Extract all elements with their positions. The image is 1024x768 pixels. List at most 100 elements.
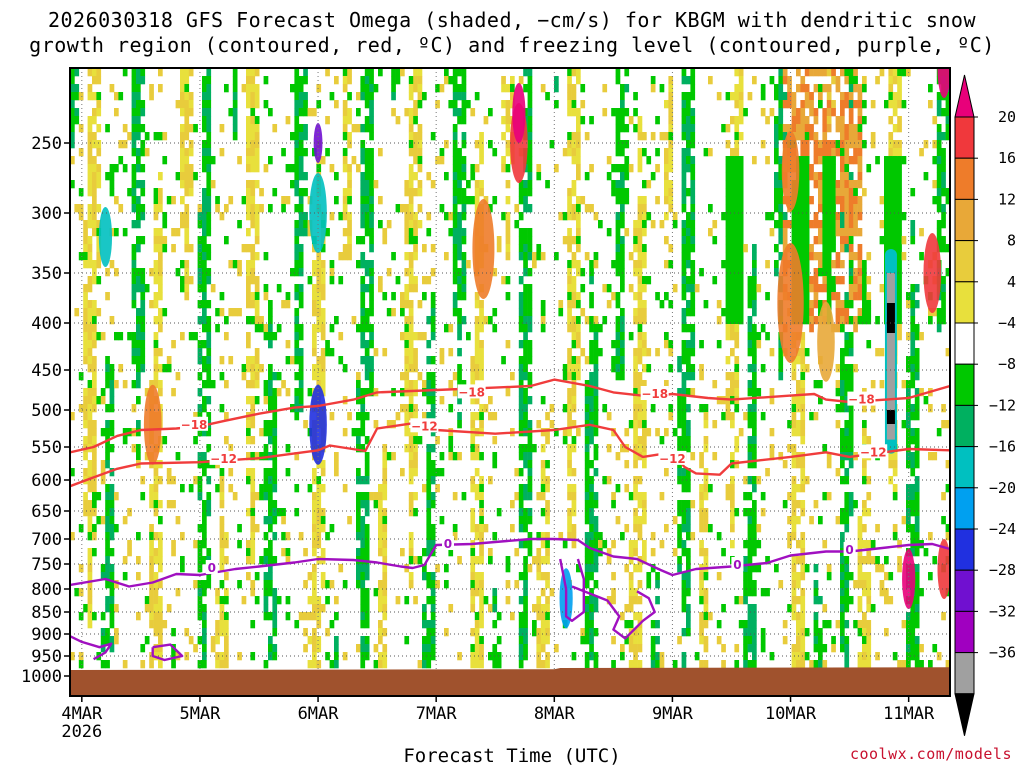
omega-cell — [716, 572, 722, 581]
omega-cell — [131, 260, 137, 269]
omega-cell — [791, 212, 797, 221]
omega-cell — [518, 412, 524, 421]
omega-cell — [835, 316, 841, 325]
omega-cell — [589, 588, 594, 597]
omega-cell — [584, 444, 590, 453]
omega-cell — [734, 388, 740, 397]
omega-cell — [219, 628, 225, 637]
omega-cell — [184, 228, 190, 237]
omega-cell — [83, 500, 88, 509]
omega-cell — [158, 316, 163, 325]
omega-cell — [699, 660, 704, 669]
omega-cell — [892, 484, 898, 493]
omega-cell — [589, 612, 594, 621]
omega-cell — [796, 484, 801, 493]
omega-cell — [540, 556, 546, 565]
omega-cell — [725, 92, 731, 101]
omega-cell — [360, 156, 366, 165]
omega-cell — [518, 188, 524, 197]
omega-cell — [470, 108, 476, 117]
omega-cell — [633, 564, 638, 573]
omega-cell — [857, 204, 863, 213]
omega-cell — [523, 420, 528, 429]
omega-cell — [144, 284, 150, 293]
omega-cell — [70, 100, 75, 109]
omega-cell — [624, 636, 630, 645]
omega-cell — [633, 348, 638, 357]
omega-cell — [470, 444, 476, 453]
omega-cell — [180, 132, 185, 141]
omega-cell — [162, 436, 168, 445]
omega-cell — [778, 164, 784, 173]
omega-cell — [822, 540, 828, 549]
omega-cell — [474, 324, 480, 333]
omega-cell — [413, 188, 418, 197]
omega-cell — [791, 612, 797, 621]
omega-cell — [202, 108, 207, 117]
omega-cell — [224, 612, 229, 621]
omega-cell — [646, 580, 652, 589]
omega-cell — [109, 484, 115, 493]
omega-cell — [294, 124, 300, 133]
omega-cell — [149, 556, 154, 565]
omega-cell — [540, 476, 546, 485]
omega-cell — [558, 300, 564, 309]
omega-cell — [254, 220, 260, 229]
omega-cell — [153, 228, 159, 237]
omega-cell — [312, 588, 317, 597]
omega-cell — [250, 396, 256, 405]
omega-cell — [158, 564, 163, 573]
omega-cell — [105, 540, 110, 549]
omega-cell — [364, 148, 370, 157]
omega-cell — [589, 316, 594, 325]
omega-cell — [826, 188, 832, 197]
omega-cell — [87, 436, 93, 445]
omega-cell — [320, 604, 326, 613]
omega-cell — [734, 380, 740, 389]
omega-cell — [884, 244, 889, 253]
omega-cell — [892, 228, 898, 237]
omega-cell — [92, 332, 97, 341]
omega-cell — [452, 372, 458, 381]
omega-cell — [888, 228, 894, 237]
omega-cell — [686, 236, 691, 245]
omega-cell — [730, 372, 735, 381]
omega-cell — [545, 412, 550, 421]
omega-cell — [611, 588, 616, 597]
omega-cell — [373, 348, 379, 357]
omega-cell — [826, 116, 832, 125]
omega-cell — [615, 356, 621, 365]
omega-cell — [356, 444, 361, 453]
omega-cell — [298, 148, 304, 157]
omega-cell — [518, 388, 524, 397]
omega-cell — [787, 220, 792, 229]
omega-cell — [298, 284, 304, 293]
omega-cell — [567, 244, 572, 253]
omega-cell — [571, 396, 577, 405]
omega-cell — [153, 380, 159, 389]
omega-cell — [417, 92, 423, 101]
omega-cell — [615, 124, 621, 133]
omega-cell — [540, 492, 546, 501]
omega-cell — [796, 628, 801, 637]
omega-cell — [840, 236, 845, 245]
omega-cell — [426, 516, 432, 525]
omega-cell — [853, 100, 858, 109]
omega-cell — [672, 220, 678, 229]
omega-cell — [844, 588, 850, 597]
omega-cell — [417, 132, 423, 141]
omega-cell — [272, 188, 278, 197]
omega-cell — [747, 300, 753, 309]
omega-cell — [158, 652, 163, 661]
omega-cell — [158, 388, 163, 397]
omega-cell — [848, 332, 854, 341]
omega-cell — [268, 316, 273, 325]
omega-cell — [840, 164, 845, 173]
omega-cell — [734, 260, 740, 269]
omega-cell — [844, 332, 850, 341]
omega-cell — [382, 524, 388, 533]
omega-cell — [347, 236, 352, 245]
omega-cell — [752, 500, 757, 509]
omega-cell — [804, 124, 810, 133]
omega-cell — [342, 124, 348, 133]
